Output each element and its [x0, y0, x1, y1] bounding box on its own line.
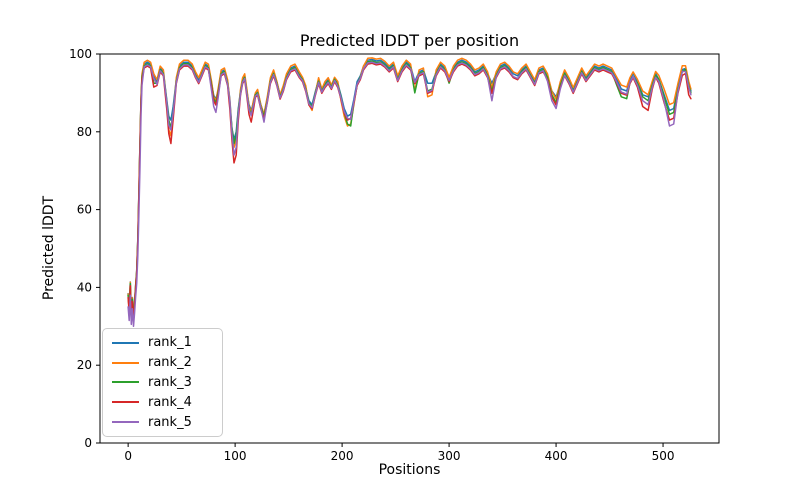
chart-title: Predicted lDDT per position: [299, 31, 520, 50]
axes-frame: [99, 53, 720, 444]
x-tick-label: 300: [438, 449, 461, 463]
x-axis-label: Positions: [378, 462, 441, 478]
y-tick-label: 40: [77, 280, 92, 294]
x-tick-label: 0: [124, 449, 132, 463]
legend-item-rank_3: rank_3: [112, 376, 213, 389]
legend-label: rank_1: [148, 335, 192, 351]
legend-label: rank_5: [148, 414, 192, 430]
legend-label: rank_4: [148, 394, 192, 410]
legend-line-swatch: [112, 361, 139, 364]
series-line-rank_5: [127, 61, 692, 328]
y-tick-label: 80: [77, 125, 92, 139]
legend-line-swatch: [112, 401, 139, 404]
legend-line-swatch: [112, 421, 139, 424]
legend-label: rank_2: [148, 355, 192, 371]
x-tick-label: 100: [224, 449, 247, 463]
legend-item-rank_1: rank_1: [112, 336, 213, 349]
legend-item-rank_5: rank_5: [112, 416, 213, 429]
legend: rank_1 rank_2 rank_3 rank_4 rank_5: [102, 328, 223, 437]
x-tick-label: 500: [652, 449, 675, 463]
data-lines: [127, 57, 692, 328]
legend-line-swatch: [112, 381, 139, 384]
x-tick-label: 200: [331, 449, 354, 463]
legend-line-swatch: [112, 341, 139, 344]
legend-item-rank_4: rank_4: [112, 396, 213, 409]
y-tick-label: 20: [77, 358, 92, 372]
y-axis-label: Predicted lDDT: [41, 195, 57, 301]
y-tick-label: 100: [69, 47, 92, 61]
x-tick-label: 400: [545, 449, 568, 463]
axis-ticks: 0 100 200 300 400 500 0 20 40 60 80 100: [69, 47, 674, 463]
series-line-rank_2: [127, 57, 692, 319]
legend-item-rank_2: rank_2: [112, 356, 213, 369]
y-tick-label: 0: [84, 436, 92, 450]
legend-label: rank_3: [148, 374, 192, 390]
y-tick-label: 60: [77, 203, 92, 217]
